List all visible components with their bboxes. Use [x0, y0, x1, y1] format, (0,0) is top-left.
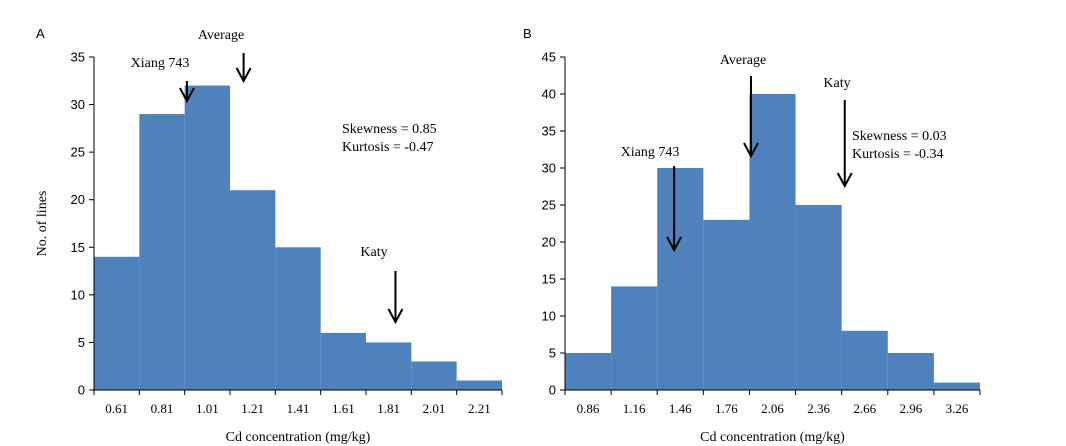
y-tick-label: 35 [542, 124, 556, 139]
stats-text: Kurtosis = -0.47 [342, 140, 434, 155]
y-tick-label: 20 [71, 192, 85, 207]
histogram-bar [139, 114, 185, 390]
stats-text: Skewness = 0.85 [342, 122, 437, 137]
y-tick-label: 0 [549, 383, 556, 398]
histogram-bar [933, 382, 980, 390]
x-tick-label: 1.16 [623, 401, 646, 416]
annotation-label: Katy [823, 76, 850, 91]
histogram-bar [611, 286, 658, 390]
histogram-bar [565, 353, 612, 390]
stats-text: Skewness = 0.03 [852, 129, 947, 144]
y-tick-label: 15 [71, 240, 85, 255]
x-axis-label: Cd concentration (mg/kg) [226, 430, 371, 445]
x-tick-label: 0.81 [151, 401, 174, 416]
x-tick-label: 0.86 [577, 401, 600, 416]
annotation-arrow-head [179, 87, 195, 104]
x-tick-label: 2.66 [853, 401, 876, 416]
histogram-bar [456, 380, 502, 390]
histogram-bar [887, 353, 934, 390]
histogram-bar [703, 219, 750, 390]
x-tick-label: 1.61 [332, 401, 355, 416]
histogram-bar [657, 168, 704, 390]
annotation-label: Katy [360, 245, 387, 260]
y-axis-label: No. of lines [35, 191, 50, 257]
annotation-arrow-head [387, 308, 404, 325]
y-tick-label: 15 [542, 272, 556, 287]
histogram-bar [94, 256, 140, 390]
y-tick-label: 30 [542, 161, 556, 176]
y-tick-label: 10 [542, 309, 556, 324]
x-tick-label: 2.21 [468, 401, 491, 416]
panel-b: B 0 5 10 15 20 25 30 35 40 45 0.86 1.16 1.46 1.76 2.06 2… [523, 26, 981, 445]
histogram-bar [230, 190, 276, 390]
x-tick-label: 2.01 [423, 401, 446, 416]
panel-a: A 0 5 10 15 20 25 30 35 0.61 0.81 1.01 1.21 1.41 1.61 1… [35, 26, 503, 445]
annotation-label: Average [720, 53, 766, 68]
annotation-label: Average [198, 28, 244, 43]
y-tick-label: 30 [71, 97, 85, 112]
stats-text: Kurtosis = -0.34 [852, 147, 944, 162]
annotation-arrow-head [666, 236, 683, 253]
x-tick-label: 2.06 [761, 401, 784, 416]
y-tick-label: 25 [542, 198, 556, 213]
annotation-label: Xiang 743 [621, 145, 680, 160]
histogram-bar [411, 361, 457, 390]
x-tick-label: 1.46 [669, 401, 692, 416]
y-tick-label: 25 [71, 145, 85, 160]
histogram-bar [184, 85, 230, 391]
x-axis-label: Cd concentration (mg/kg) [700, 430, 845, 445]
y-tick-label: 0 [78, 383, 85, 398]
y-tick-label: 40 [542, 87, 556, 102]
x-tick-label: 3.26 [946, 401, 969, 416]
y-tick-label: 5 [78, 335, 85, 350]
y-tick-label: 45 [542, 50, 556, 65]
panel-label: A [36, 26, 45, 41]
x-tick-label: 2.96 [899, 401, 922, 416]
annotation-arrow-head [836, 172, 853, 189]
y-tick-label: 35 [71, 50, 85, 65]
histogram-bar [795, 205, 842, 390]
x-tick-label: 2.36 [807, 401, 830, 416]
y-tick-label: 10 [71, 287, 85, 302]
histogram-bar [366, 342, 412, 390]
panel-label: B [523, 26, 532, 41]
annotation-label: Xiang 743 [131, 56, 190, 71]
y-tick-label: 5 [549, 346, 556, 361]
x-tick-label: 1.81 [377, 401, 400, 416]
x-tick-label: 1.41 [287, 401, 310, 416]
histogram-bar [320, 332, 366, 390]
x-tick-label: 1.01 [196, 401, 219, 416]
x-tick-label: 0.61 [105, 401, 128, 416]
y-tick-label: 20 [542, 235, 556, 250]
x-tick-label: 1.76 [715, 401, 738, 416]
histogram-bar [275, 247, 321, 390]
annotation-arrow-head [235, 67, 252, 84]
x-tick-label: 1.21 [241, 401, 264, 416]
annotation-arrow-head [743, 142, 759, 159]
histogram-bar [841, 330, 888, 390]
histogram-bar [749, 94, 796, 390]
